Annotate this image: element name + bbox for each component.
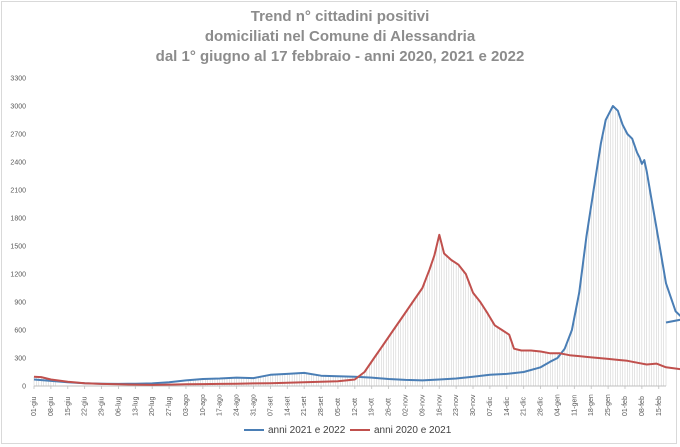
y-tick-label: 2100 (10, 188, 26, 195)
x-tick-label: 07-set (267, 396, 274, 416)
legend-label: anni 2020 e 2021 (374, 425, 452, 436)
x-tick-label: 06-lug (115, 396, 122, 416)
x-tick-label: 01-giu (31, 396, 38, 416)
x-tick-label: 21-set (301, 396, 308, 416)
x-tick-label: 07-dic (487, 396, 494, 416)
x-tick-label: 18-gen (588, 394, 595, 416)
x-tick-label: 14-set (284, 396, 291, 416)
y-tick-label: 1200 (10, 272, 26, 279)
y-tick-label: 600 (14, 328, 26, 335)
y-tick-label: 0 (22, 384, 26, 391)
x-tick-label: 01-feb (622, 396, 629, 416)
y-tick-label: 1500 (10, 244, 26, 251)
y-tick-label: 900 (14, 300, 26, 307)
legend: anni 2021 e 2022 anni 2020 e 2021 (244, 425, 452, 436)
chart-title-line-3: dal 1° giugno al 17 febbraio - anni 2020… (155, 48, 525, 65)
x-tick-label: 30-nov (470, 394, 477, 416)
x-tick-label: 31-ago (251, 394, 258, 416)
x-tick-label: 08-feb (639, 396, 646, 416)
x-tick-label: 26-ott (386, 398, 393, 416)
x-tick-label: 20-lug (149, 396, 156, 416)
x-tick-label: 12-ott (352, 398, 359, 416)
x-tick-label: 14-dic (504, 396, 511, 416)
y-tick-label: 1800 (10, 216, 26, 223)
x-tick-label: 11-gen (571, 395, 578, 416)
x-tick-label: 03-ago (183, 394, 190, 416)
x-tick-label: 28-dic (538, 396, 545, 416)
x-tick-label: 16-nov (436, 394, 443, 416)
x-tick-label: 09-nov (419, 394, 426, 416)
x-tick-label: 21-dic (521, 396, 528, 416)
x-tick-label: 02-nov (402, 394, 409, 416)
x-tick-label: 04-gen (554, 394, 561, 416)
y-axis: 0 300 600 900 1200 1500 1800 2100 2400 2700 3000 33… (10, 76, 26, 391)
y-tick-label: 2400 (10, 160, 26, 167)
x-tick-label: 22-giu (82, 396, 89, 416)
y-tick-label: 300 (14, 356, 26, 363)
x-tick-label: 27-lug (166, 396, 173, 416)
series-lines (33, 105, 680, 386)
x-tick-label: 13-lug (132, 396, 139, 416)
x-tick-label: 15-giu (65, 396, 72, 416)
x-tick-label: 08-giu (48, 396, 55, 416)
y-tick-label: 2700 (10, 132, 26, 139)
series-line-blue (33, 105, 680, 385)
x-tick-label: 23-nov (453, 394, 460, 416)
x-tick-label: 15-feb (656, 396, 663, 416)
hatch-bars (33, 106, 667, 386)
x-tick-label: 24-ago (234, 394, 241, 416)
x-tick-label: 05-ott (335, 398, 342, 416)
chart-title-line-1: Trend n° cittadini positivi (250, 8, 430, 25)
chart-title-line-2: domiciliati nel Comune di Alessandria (204, 28, 476, 45)
x-tick-label: 25-gen (605, 394, 612, 416)
y-tick-label: 3000 (10, 104, 26, 111)
series-line-red (33, 233, 680, 386)
x-tick-label: 19-ott (369, 398, 376, 416)
y-tick-label: 3300 (10, 76, 26, 83)
x-tick-label: 29-giu (99, 396, 106, 416)
x-axis: 01-giu 08-giu 15-giu 22-giu 29-giu 06-lug 13-l… (31, 385, 666, 416)
x-tick-label: 28-set (318, 396, 325, 416)
x-tick-label: 17-ago (217, 394, 224, 416)
x-tick-label: 10-ago (200, 394, 207, 416)
legend-label: anni 2021 e 2022 (268, 425, 346, 436)
